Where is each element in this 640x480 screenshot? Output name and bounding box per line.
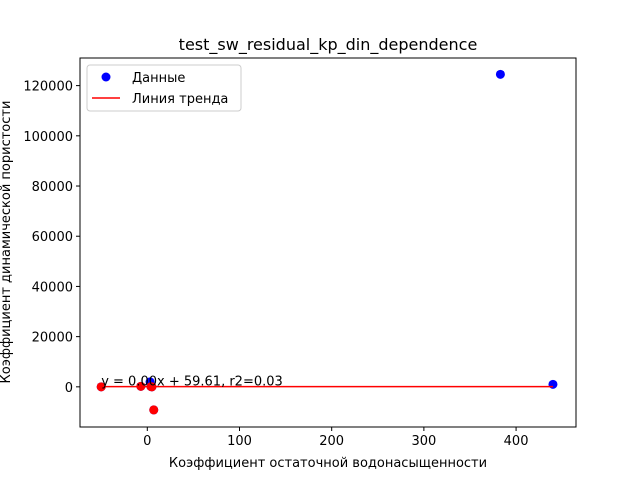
y-tick-label: 60000 <box>32 230 73 245</box>
x-tick-label: 400 <box>504 434 529 449</box>
x-axis-ticks: 0 100 200 300 400 <box>143 427 528 449</box>
legend-trend-label: Линия тренда <box>132 92 228 107</box>
legend-data-label: Данные <box>132 71 185 86</box>
y-tick-label: 40000 <box>32 280 73 295</box>
plot-frame <box>79 57 577 428</box>
data-point <box>548 379 558 389</box>
x-tick-label: 100 <box>227 434 252 449</box>
legend-box <box>86 64 242 112</box>
data-point <box>495 69 505 79</box>
y-tick-label: 100000 <box>23 130 73 145</box>
legend-data-marker <box>101 72 111 82</box>
outlier-point <box>149 405 159 415</box>
chart-title: test_sw_residual_kp_din_dependence <box>179 35 478 55</box>
x-tick-label: 200 <box>319 434 344 449</box>
y-axis-label: Коэффициент динамической пористости <box>0 101 14 384</box>
y-tick-label: 80000 <box>32 180 73 195</box>
y-tick-label: 120000 <box>23 80 73 95</box>
trend-equation-annotation: y = 0.00x + 59.61, r2=0.03 <box>101 375 283 390</box>
legend: Данные Линия тренда <box>86 64 242 112</box>
x-axis-label: Коэффициент остаточной водонасыщенности <box>169 456 487 471</box>
y-axis-ticks: 0 20000 40000 60000 80000 100000 120000 <box>23 80 80 396</box>
x-tick-label: 300 <box>411 434 436 449</box>
x-tick-label: 0 <box>143 434 151 449</box>
y-tick-label: 20000 <box>32 331 73 346</box>
y-tick-label: 0 <box>65 381 73 396</box>
plot-marks <box>96 69 558 415</box>
